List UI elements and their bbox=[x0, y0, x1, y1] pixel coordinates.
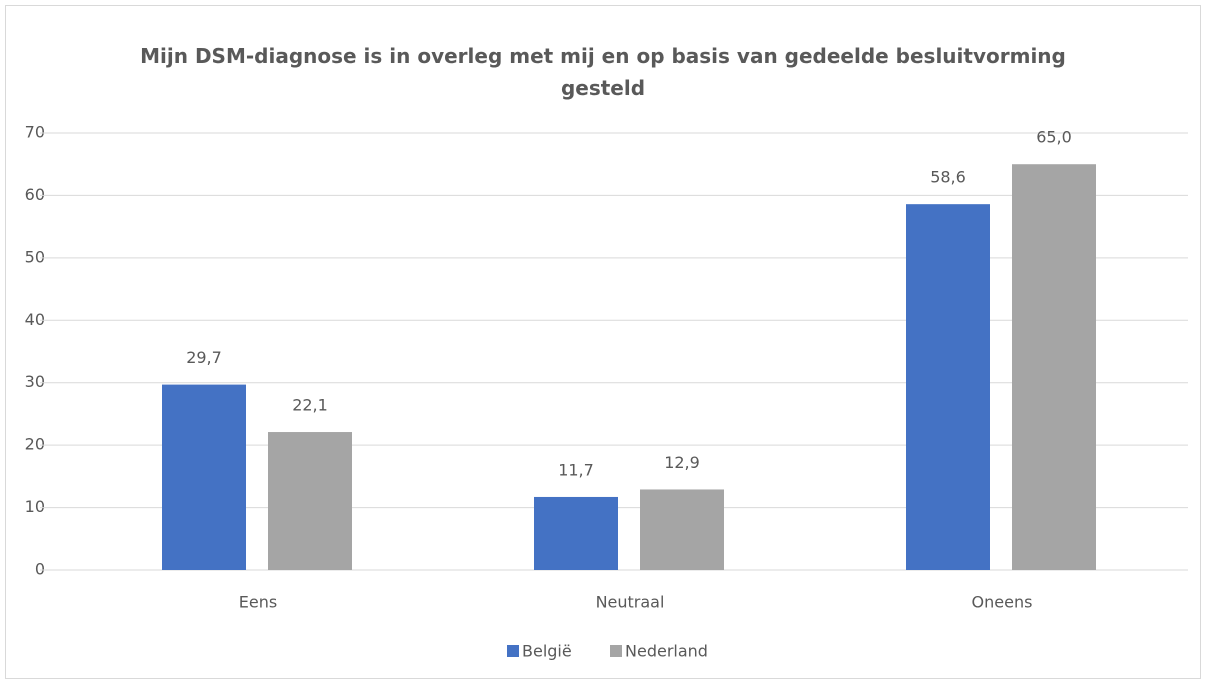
legend-swatch bbox=[507, 645, 519, 657]
bar bbox=[640, 489, 724, 570]
bar bbox=[534, 496, 618, 570]
value-label: 11,7 bbox=[558, 460, 594, 479]
y-tick-label: 20 bbox=[25, 435, 45, 454]
legend-swatch bbox=[610, 645, 622, 657]
x-tick-label: Neutraal bbox=[596, 593, 665, 612]
bar bbox=[268, 432, 352, 570]
bar bbox=[1012, 164, 1096, 570]
y-tick-label: 60 bbox=[25, 185, 45, 204]
value-label: 58,6 bbox=[930, 168, 966, 187]
value-label: 12,9 bbox=[664, 453, 700, 472]
y-tick-label: 40 bbox=[25, 310, 45, 329]
y-tick-label: 70 bbox=[25, 123, 45, 142]
y-tick-label: 50 bbox=[25, 247, 45, 266]
legend-label: België bbox=[522, 642, 572, 661]
x-tick-label: Oneens bbox=[972, 593, 1033, 612]
y-tick-label: 10 bbox=[25, 497, 45, 516]
legend-label: Nederland bbox=[625, 642, 708, 661]
y-tick-label: 30 bbox=[25, 372, 45, 391]
y-tick-label: 0 bbox=[35, 560, 45, 579]
value-label: 22,1 bbox=[292, 396, 328, 415]
chart-title: Mijn DSM-diagnose is in overleg met mij … bbox=[140, 44, 1066, 100]
value-label: 29,7 bbox=[186, 348, 222, 367]
bar bbox=[906, 204, 990, 570]
x-tick-label: Eens bbox=[239, 593, 277, 612]
bar bbox=[162, 384, 246, 570]
value-label: 65,0 bbox=[1036, 128, 1072, 147]
